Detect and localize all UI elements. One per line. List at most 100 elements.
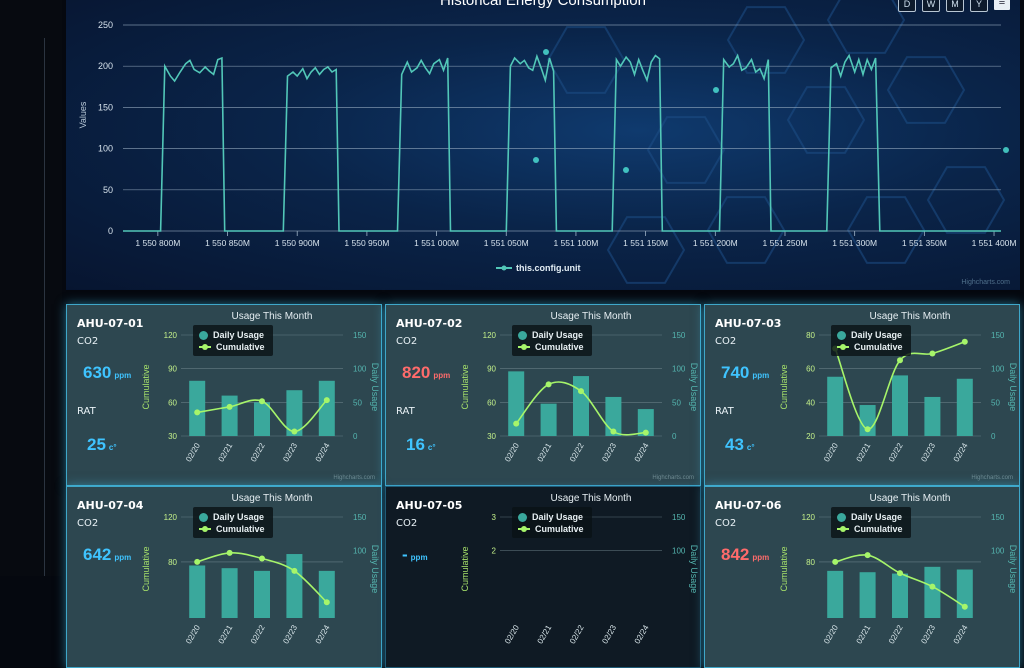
cumulative-point[interactable] [961, 603, 968, 610]
daily-usage-bar[interactable] [827, 570, 844, 618]
y-axis-ticks: 0 50 100 150 200 250 [98, 20, 113, 236]
daily-usage-bar[interactable] [956, 378, 973, 436]
left-axis-label: Cumulative [141, 546, 151, 591]
legend-daily-usage[interactable]: Daily Usage [518, 330, 583, 340]
legend[interactable]: this.config.unit [496, 263, 581, 273]
range-button-month[interactable]: M [946, 0, 964, 12]
usage-legend[interactable]: Daily Usage Cumulative [512, 325, 592, 356]
chart-credits[interactable]: Highcharts.com [971, 475, 1013, 481]
category-label: 02/20 [503, 441, 521, 463]
legend-daily-usage[interactable]: Daily Usage [837, 330, 902, 340]
daily-usage-bar[interactable] [189, 380, 206, 436]
legend-cumulative[interactable]: Cumulative [837, 342, 903, 352]
daily-usage-bar[interactable] [189, 565, 206, 618]
right-axis-label: Daily Usage [689, 545, 699, 594]
legend-series-name: this.config.unit [516, 263, 581, 273]
chart-credits[interactable]: Highcharts.com [961, 279, 1010, 286]
cumulative-line-icon [837, 344, 849, 350]
ahu-card[interactable]: AHU-07-01 CO2 630 ppm RAT 25 c° 30 60 90 120 0 50 100… [66, 304, 382, 486]
cumulative-point[interactable] [323, 397, 330, 404]
cumulative-point[interactable] [291, 428, 298, 435]
legend-daily-usage[interactable]: Daily Usage [837, 512, 902, 522]
daily-usage-bar[interactable] [827, 376, 844, 436]
ahu-card[interactable]: AHU-07-03 CO2 740 ppm RAT 43 c° 20 40 60 80 0 50 100 1… [704, 304, 1020, 486]
cumulative-point[interactable] [642, 429, 649, 436]
cumulative-point[interactable] [929, 350, 936, 357]
legend-cumulative[interactable]: Cumulative [837, 524, 903, 534]
legend-cumulative[interactable]: Cumulative [518, 342, 584, 352]
legend-daily-usage[interactable]: Daily Usage [199, 512, 264, 522]
cumulative-point[interactable] [578, 388, 584, 395]
cumulative-point[interactable] [291, 567, 298, 574]
usage-legend[interactable]: Daily Usage Cumulative [831, 325, 911, 356]
cumulative-point[interactable] [226, 403, 233, 410]
cumulative-point[interactable] [929, 583, 936, 590]
usage-legend[interactable]: Daily Usage Cumulative [831, 507, 911, 538]
chart-title: Historical Energy Consumption [440, 0, 646, 9]
daily-usage-bar[interactable] [286, 554, 303, 618]
co2-label: CO2 [715, 336, 737, 347]
daily-usage-bar[interactable] [221, 395, 238, 436]
usage-chart-title: Usage This Month [550, 311, 632, 322]
category-label: 02/21 [536, 441, 554, 463]
cumulative-point[interactable] [610, 428, 617, 435]
series-line [123, 53, 1001, 232]
daily-usage-bar[interactable] [318, 380, 335, 436]
range-button-year[interactable]: Y [970, 0, 988, 12]
daily-usage-bar[interactable] [508, 371, 525, 436]
ahu-card[interactable]: AHU-07-02 CO2 820 ppm RAT 16 c° 30 60 90 120 0 50 100… [385, 304, 701, 486]
legend-daily-usage[interactable]: Daily Usage [199, 330, 264, 340]
cumulative-point[interactable] [897, 357, 903, 364]
hexagon-shape [546, 26, 626, 94]
cumulative-point[interactable] [226, 549, 233, 556]
daily-usage-bar[interactable] [956, 569, 973, 618]
usage-legend[interactable]: Daily Usage Cumulative [193, 325, 273, 356]
usage-legend[interactable]: Daily Usage Cumulative [193, 507, 273, 538]
chart-credits[interactable]: Highcharts.com [652, 475, 694, 481]
daily-usage-bar[interactable] [859, 572, 876, 618]
daily-usage-bar[interactable] [254, 402, 270, 436]
ahu-card[interactable]: AHU-07-05 CO2- ppm 2 3 100 150 Cumulative Daily … [385, 486, 701, 668]
cumulative-point[interactable] [961, 338, 968, 345]
range-button-week[interactable]: W [922, 0, 940, 12]
daily-usage-bar[interactable] [605, 396, 622, 436]
legend-cumulative[interactable]: Cumulative [518, 524, 584, 534]
cumulative-point[interactable] [864, 552, 871, 559]
cumulative-point[interactable] [323, 599, 330, 606]
cumulative-point[interactable] [194, 558, 201, 565]
range-button-day[interactable]: D [898, 0, 916, 12]
daily-usage-bar[interactable] [254, 570, 270, 618]
usage-legend[interactable]: Daily Usage Cumulative [512, 507, 592, 538]
cumulative-point[interactable] [513, 420, 520, 427]
hamburger-menu-icon[interactable]: ≡ [994, 0, 1010, 10]
legend-daily-usage[interactable]: Daily Usage [518, 512, 583, 522]
daily-usage-bar[interactable] [573, 376, 589, 436]
daily-usage-bar[interactable] [892, 375, 908, 436]
co2-label: CO2 [396, 336, 418, 347]
ahu-card[interactable]: AHU-07-06 CO2 842 ppm 80 120 100 150 Cumulative D… [704, 486, 1020, 668]
daily-usage-bar[interactable] [924, 396, 941, 436]
daily-usage-bar[interactable] [540, 403, 557, 436]
ahu-card[interactable]: AHU-07-04 CO2 642 ppm 80 120 100 150 Cumulative D… [66, 486, 382, 668]
daily-usage-bar[interactable] [318, 570, 335, 618]
cumulative-point[interactable] [897, 570, 903, 577]
cumulative-point[interactable] [864, 426, 871, 433]
daily-usage-dot-icon [837, 330, 846, 340]
right-tick-label: 150 [991, 331, 1005, 340]
legend-cumulative[interactable]: Cumulative [199, 524, 265, 534]
daily-usage-bar[interactable] [637, 409, 654, 436]
legend-label: Cumulative [535, 342, 584, 352]
cumulative-point[interactable] [259, 555, 265, 562]
daily-usage-bar[interactable] [892, 573, 908, 618]
glow-node [533, 157, 539, 163]
legend-cumulative[interactable]: Cumulative [199, 342, 265, 352]
cumulative-point[interactable] [832, 558, 839, 565]
co2-unit: ppm [410, 553, 428, 562]
cumulative-point[interactable] [194, 409, 201, 416]
daily-usage-bar[interactable] [924, 566, 941, 618]
chart-credits[interactable]: Highcharts.com [333, 475, 375, 481]
daily-usage-bar[interactable] [286, 390, 303, 436]
cumulative-point[interactable] [259, 398, 265, 405]
left-tick-label: 80 [168, 558, 177, 567]
cumulative-point[interactable] [545, 381, 552, 388]
